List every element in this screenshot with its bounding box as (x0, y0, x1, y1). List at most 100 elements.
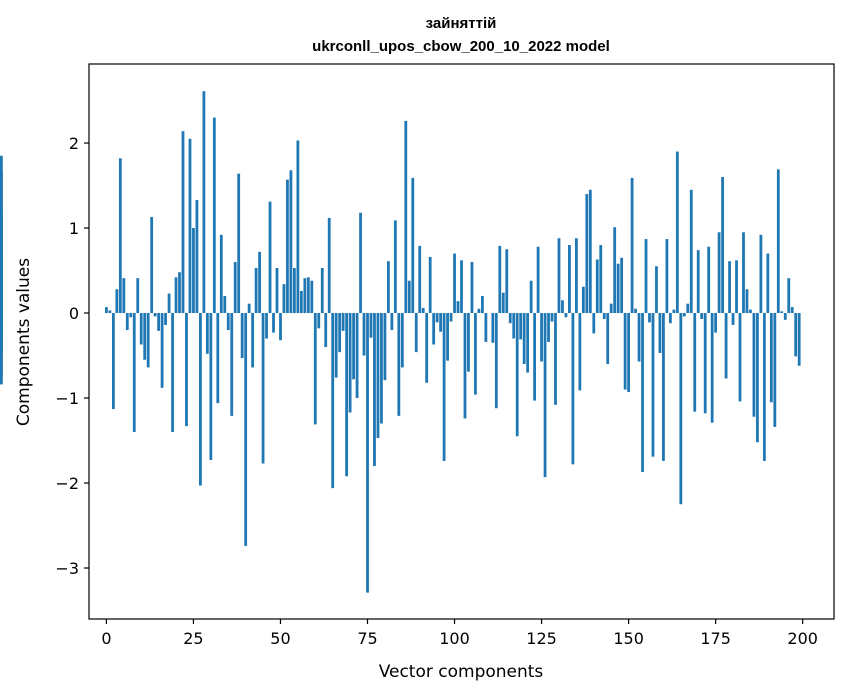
x-tick-label: 0 (101, 629, 111, 648)
bar (244, 313, 248, 546)
y-tick-label: −3 (55, 559, 79, 578)
bar (644, 239, 648, 314)
bar (418, 245, 422, 314)
bar (111, 313, 115, 410)
bar (383, 313, 387, 381)
bar (609, 303, 613, 314)
bar (223, 296, 227, 314)
bar (769, 313, 773, 403)
bar (467, 313, 470, 372)
bar (686, 303, 690, 314)
bar (380, 313, 383, 424)
bar (641, 313, 644, 472)
bar (205, 313, 209, 354)
bar (668, 313, 672, 324)
bar (526, 313, 530, 373)
bar (533, 313, 536, 401)
bar (435, 313, 439, 323)
bar (773, 313, 777, 427)
bar (212, 117, 216, 314)
bar (481, 296, 484, 314)
y-axis-label: Components values (14, 258, 34, 426)
bar (327, 217, 331, 314)
bar (171, 313, 174, 433)
bar (620, 257, 624, 314)
bar (414, 313, 418, 353)
x-tick-label: 125 (526, 629, 557, 648)
y-tick-label: −1 (55, 389, 79, 408)
bar (254, 267, 258, 314)
bar (199, 313, 202, 486)
bar (160, 313, 164, 388)
bar (404, 120, 408, 314)
bar (588, 189, 592, 314)
bar (703, 313, 707, 414)
bar (272, 313, 275, 333)
bar (348, 313, 352, 413)
bar (714, 313, 718, 333)
bar (505, 249, 509, 314)
bar (310, 280, 314, 314)
bar (439, 313, 443, 332)
bar (756, 313, 759, 443)
bar (742, 232, 745, 314)
bar (251, 313, 255, 368)
bar (108, 310, 112, 314)
x-tick-label: 175 (700, 629, 731, 648)
bar (296, 140, 300, 314)
bar (662, 313, 665, 461)
bar (185, 313, 188, 427)
bar (352, 313, 355, 380)
bar (557, 238, 561, 314)
bar (564, 313, 568, 318)
y-tick-label: 0 (69, 304, 79, 323)
bar (275, 267, 279, 314)
bar (630, 177, 634, 314)
bar (261, 313, 265, 464)
bar (146, 313, 150, 368)
bar (174, 277, 178, 314)
bar (648, 313, 651, 323)
bar (682, 313, 686, 317)
bar (320, 267, 324, 314)
bar (651, 313, 655, 457)
bar (568, 245, 571, 314)
bar (136, 278, 140, 314)
bar (0, 313, 3, 385)
bar (306, 277, 310, 314)
bar (519, 313, 523, 340)
bar (696, 250, 700, 314)
bar (373, 313, 376, 467)
bar (766, 253, 770, 314)
bar (574, 238, 578, 314)
y-axis-ticks: −3 −2 −1 0 1 2 (55, 134, 89, 578)
bar (585, 194, 589, 314)
bar (561, 300, 564, 314)
bar (721, 177, 724, 314)
bar (794, 313, 798, 357)
bar (762, 313, 766, 461)
bar (735, 260, 738, 314)
bar (637, 313, 641, 362)
y-tick-label: 1 (69, 219, 79, 238)
bar (324, 313, 328, 348)
bar (474, 313, 477, 395)
bar (407, 280, 411, 314)
bar (369, 313, 373, 338)
bar (790, 307, 794, 314)
bar (672, 309, 676, 314)
bar (707, 246, 711, 314)
chart-title: зайняттій (426, 15, 497, 32)
bar (477, 308, 481, 314)
bar (181, 131, 185, 314)
bar (143, 313, 147, 360)
bar (491, 313, 495, 343)
bar (338, 313, 342, 353)
bar (286, 179, 289, 314)
bar (362, 313, 366, 356)
bar (717, 232, 721, 314)
bar (157, 313, 161, 331)
bar (752, 313, 756, 417)
bar (453, 253, 456, 314)
